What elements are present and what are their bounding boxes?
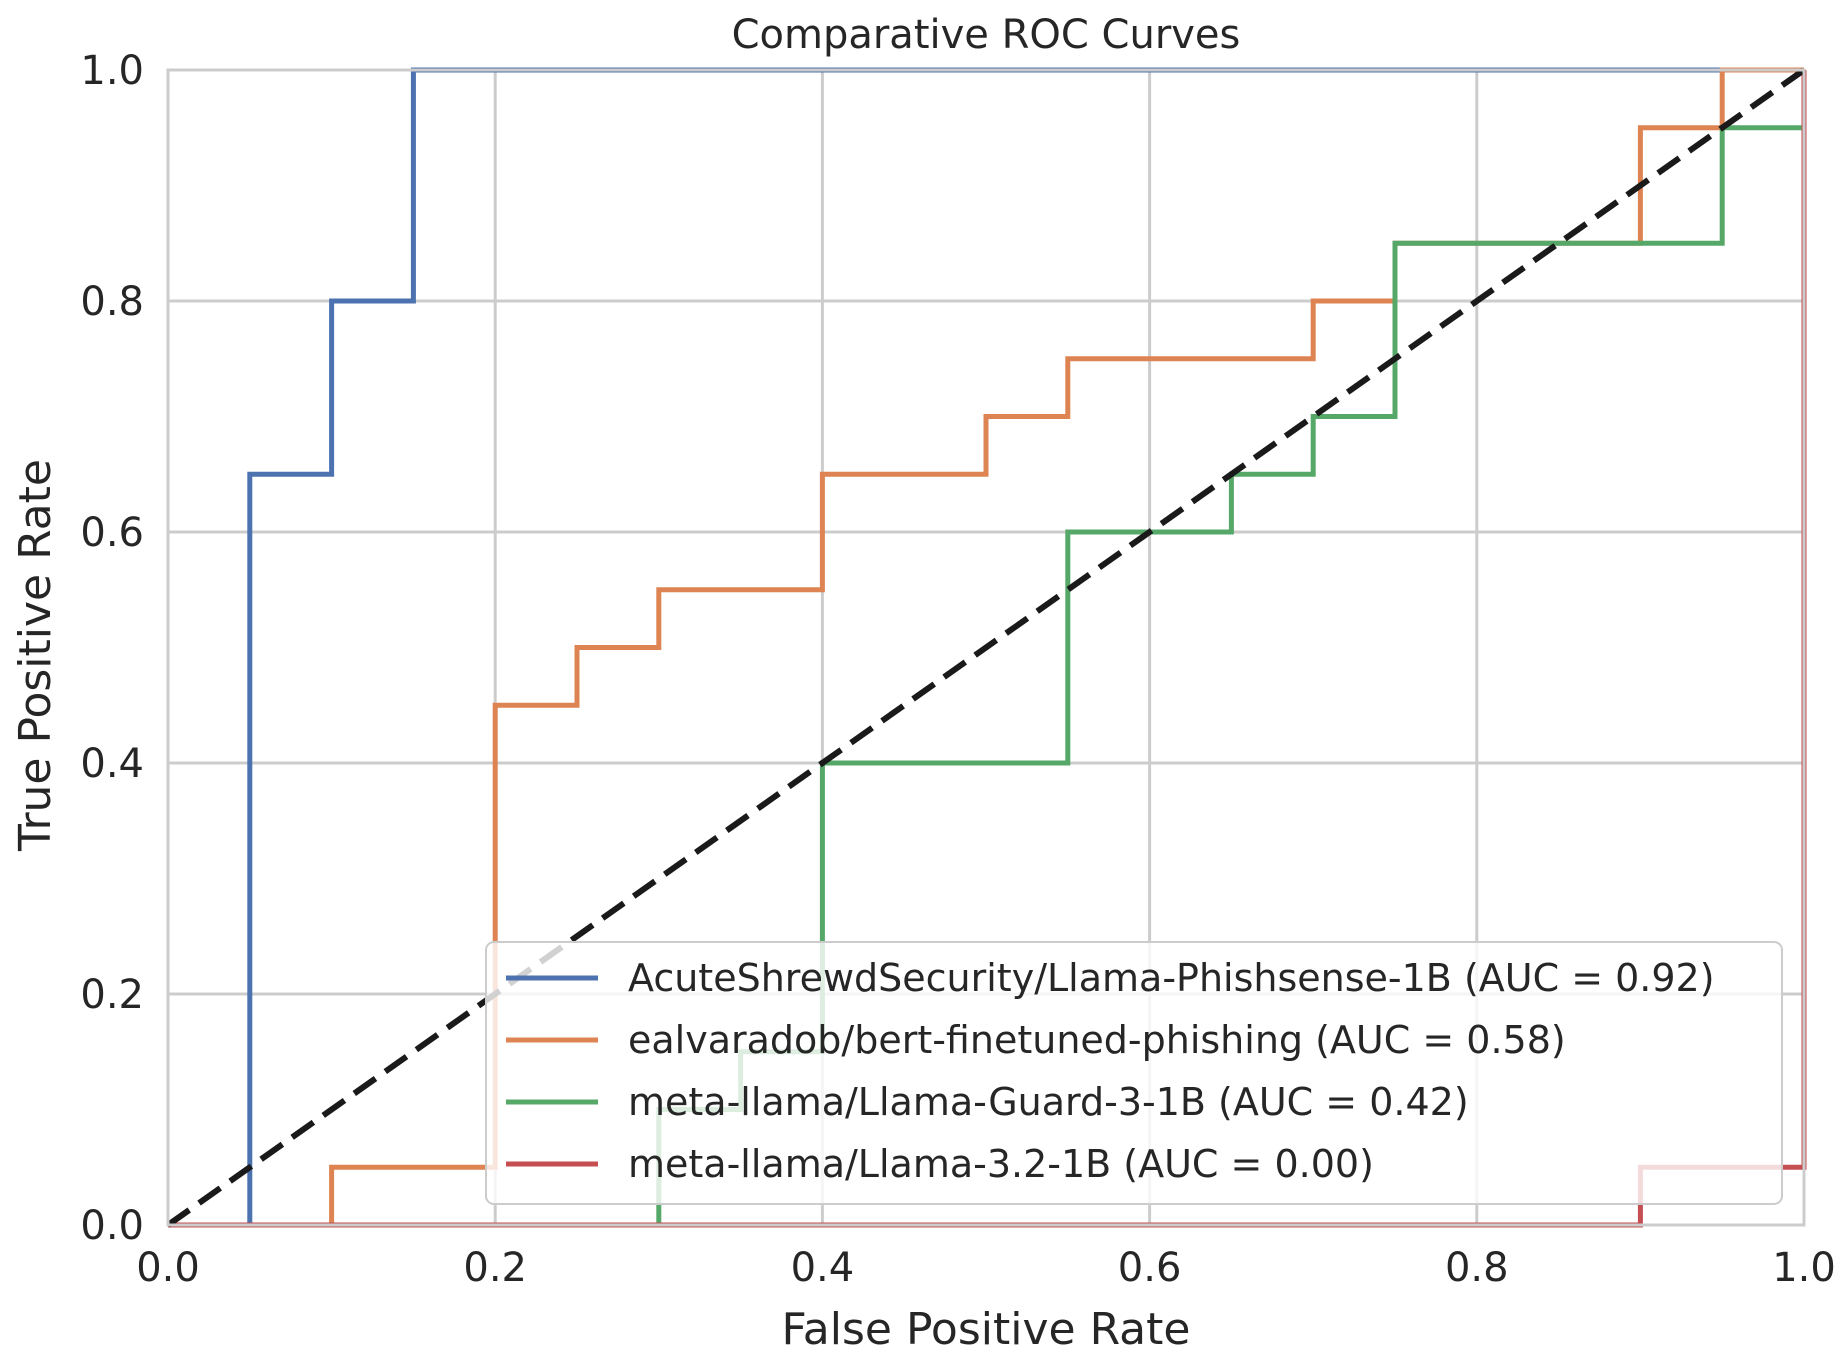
x-tick-label: 0.6 [1118, 1245, 1182, 1291]
y-tick-label: 0.6 [80, 510, 144, 556]
y-tick-label: 1.0 [80, 48, 144, 94]
chart-title: Comparative ROC Curves [732, 12, 1241, 58]
legend-label-4: meta-llama/Llama-3.2-1B (AUC = 0.00) [628, 1142, 1374, 1186]
legend-label-2: ealvaradob/bert-finetuned-phishing (AUC … [628, 1018, 1566, 1062]
legend-label-3: meta-llama/Llama-Guard-3-1B (AUC = 0.42) [628, 1080, 1469, 1124]
y-tick-label: 0.2 [80, 972, 144, 1018]
x-tick-label: 1.0 [1772, 1245, 1836, 1291]
x-axis-title: False Positive Rate [782, 1304, 1191, 1355]
y-axis-ticks: 0.0 0.2 0.4 0.6 0.8 1.0 [80, 48, 144, 1249]
legend-box [485, 941, 1783, 1205]
x-tick-label: 0.8 [1445, 1245, 1509, 1291]
legend: AcuteShrewdSecurity/Llama-Phishsense-1B … [485, 941, 1783, 1205]
roc-curve-2 [168, 67, 1804, 1228]
x-tick-label: 0.2 [463, 1245, 527, 1291]
y-tick-label: 0.0 [80, 1203, 144, 1249]
roc-curve-1 [168, 67, 1804, 1228]
x-tick-label: 0.0 [136, 1245, 200, 1291]
x-tick-label: 0.4 [791, 1245, 855, 1291]
legend-label-1: AcuteShrewdSecurity/Llama-Phishsense-1B … [628, 956, 1715, 1000]
chance-diagonal-line [166, 67, 1806, 1228]
x-axis-ticks: 0.0 0.2 0.4 0.6 0.8 1.0 [136, 1245, 1836, 1291]
plot-frame [166, 68, 1806, 1227]
y-tick-label: 0.4 [80, 741, 144, 787]
y-axis-title: True Positive Rate [10, 459, 61, 852]
y-tick-label: 0.8 [80, 279, 144, 325]
